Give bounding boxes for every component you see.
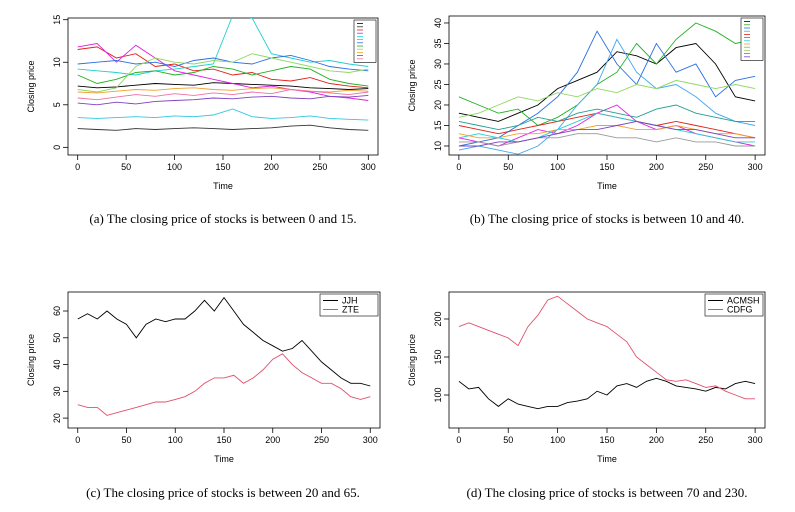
y-tick-label: 100 xyxy=(433,387,443,402)
series-line xyxy=(458,120,756,147)
series-line xyxy=(77,89,369,101)
series-line xyxy=(458,104,756,131)
y-axis-label: Closing price xyxy=(407,334,417,386)
y-tick-label: 30 xyxy=(433,59,443,69)
series-line xyxy=(77,108,369,121)
y-tick-label: 5 xyxy=(52,102,62,107)
y-tick-label: 50 xyxy=(52,333,62,343)
series-line xyxy=(458,43,756,122)
x-tick-label: 0 xyxy=(75,435,80,445)
series-line xyxy=(458,295,756,400)
series-line xyxy=(458,79,756,118)
y-tick-label: 0 xyxy=(52,145,62,150)
legend-label: JJH xyxy=(342,296,358,306)
y-tick-label: 15 xyxy=(433,120,443,130)
x-tick-label: 100 xyxy=(550,162,565,172)
y-tick-label: 40 xyxy=(433,18,443,28)
x-tick-label: 50 xyxy=(121,435,131,445)
legend-box xyxy=(740,17,764,61)
y-tick-label: 150 xyxy=(433,349,443,364)
x-tick-label: 150 xyxy=(599,435,614,445)
panel: 0 50 100 150 200 250 300 0 5 10 15 Time Closing pric… xyxy=(26,15,379,226)
panel: 0 50 100 150 200 250 300 10 15 20 25 30 35 40 Time Clos… xyxy=(407,15,766,226)
series-line xyxy=(77,124,369,131)
x-tick-label: 150 xyxy=(216,435,231,445)
x-axis-label: Time xyxy=(597,181,617,191)
series-group xyxy=(77,18,369,131)
legend-label: ZTE xyxy=(342,305,359,315)
x-tick-label: 50 xyxy=(503,435,513,445)
series-line xyxy=(458,112,756,143)
y-tick-label: 200 xyxy=(433,311,443,326)
x-tick-label: 50 xyxy=(121,162,131,172)
series-group xyxy=(458,22,756,155)
series-line xyxy=(77,353,371,416)
caption: (c) The closing price of stocks is betwe… xyxy=(86,485,360,500)
y-tick-label: 60 xyxy=(52,306,62,316)
x-tick-label: 200 xyxy=(265,435,280,445)
y-tick-label: 20 xyxy=(52,413,62,423)
legend-label: CDFG xyxy=(727,305,753,315)
x-tick-label: 250 xyxy=(698,162,713,172)
x-tick-label: 0 xyxy=(456,435,461,445)
y-axis-label: Closing price xyxy=(26,60,36,112)
x-tick-label: 250 xyxy=(698,435,713,445)
x-axis-label: Time xyxy=(213,181,233,191)
x-tick-label: 50 xyxy=(503,162,513,172)
y-axis-label: Closing price xyxy=(26,334,36,386)
x-tick-label: 300 xyxy=(363,435,378,445)
caption: (b) The closing price of stocks is betwe… xyxy=(470,211,745,226)
y-tick-label: 20 xyxy=(433,100,443,110)
series-line xyxy=(77,53,369,93)
x-tick-label: 150 xyxy=(599,162,614,172)
x-tick-label: 250 xyxy=(314,435,329,445)
series-group xyxy=(77,296,371,416)
x-tick-label: 150 xyxy=(215,162,230,172)
series-group xyxy=(458,295,756,410)
legend-box xyxy=(353,19,377,63)
series-line xyxy=(77,46,369,89)
y-tick-label: 10 xyxy=(52,57,62,67)
series-line xyxy=(458,133,756,147)
x-tick-label: 0 xyxy=(456,162,461,172)
x-tick-label: 300 xyxy=(748,162,763,172)
series-line xyxy=(458,38,756,155)
x-tick-label: 200 xyxy=(649,435,664,445)
legend-label: ACMSH xyxy=(727,296,760,306)
y-tick-label: 30 xyxy=(52,386,62,396)
series-line xyxy=(77,66,369,87)
series-line xyxy=(77,43,369,101)
x-tick-label: 300 xyxy=(748,435,763,445)
series-line xyxy=(77,82,369,90)
y-tick-label: 15 xyxy=(52,15,62,25)
x-axis-label: Time xyxy=(214,454,234,464)
y-tick-label: 40 xyxy=(52,360,62,370)
x-tick-label: 0 xyxy=(75,162,80,172)
series-line xyxy=(77,296,371,387)
x-tick-label: 100 xyxy=(167,162,182,172)
legend-box xyxy=(319,293,379,317)
x-axis-label: Time xyxy=(597,454,617,464)
x-tick-label: 200 xyxy=(649,162,664,172)
series-line xyxy=(458,377,756,410)
y-tick-label: 10 xyxy=(433,141,443,151)
x-tick-label: 300 xyxy=(361,162,376,172)
y-tick-label: 35 xyxy=(433,38,443,48)
series-line xyxy=(458,22,756,127)
panel: 0 50 100 150 200 250 300 100 150 200 Time Closing p… xyxy=(407,291,766,500)
series-line xyxy=(77,54,369,72)
x-tick-label: 250 xyxy=(312,162,327,172)
panel: 0 50 100 150 200 250 300 20 30 40 50 60 Time Closing … xyxy=(26,291,381,500)
caption: (d) The closing price of stocks is betwe… xyxy=(467,485,748,500)
x-tick-label: 100 xyxy=(550,435,565,445)
x-tick-label: 100 xyxy=(168,435,183,445)
y-tick-label: 25 xyxy=(433,79,443,89)
y-axis-label: Closing price xyxy=(407,59,417,111)
series-line xyxy=(77,94,369,106)
legend-box xyxy=(704,293,764,317)
series-line xyxy=(77,18,369,76)
caption: (a) The closing price of stocks is betwe… xyxy=(89,211,356,226)
x-tick-label: 200 xyxy=(264,162,279,172)
